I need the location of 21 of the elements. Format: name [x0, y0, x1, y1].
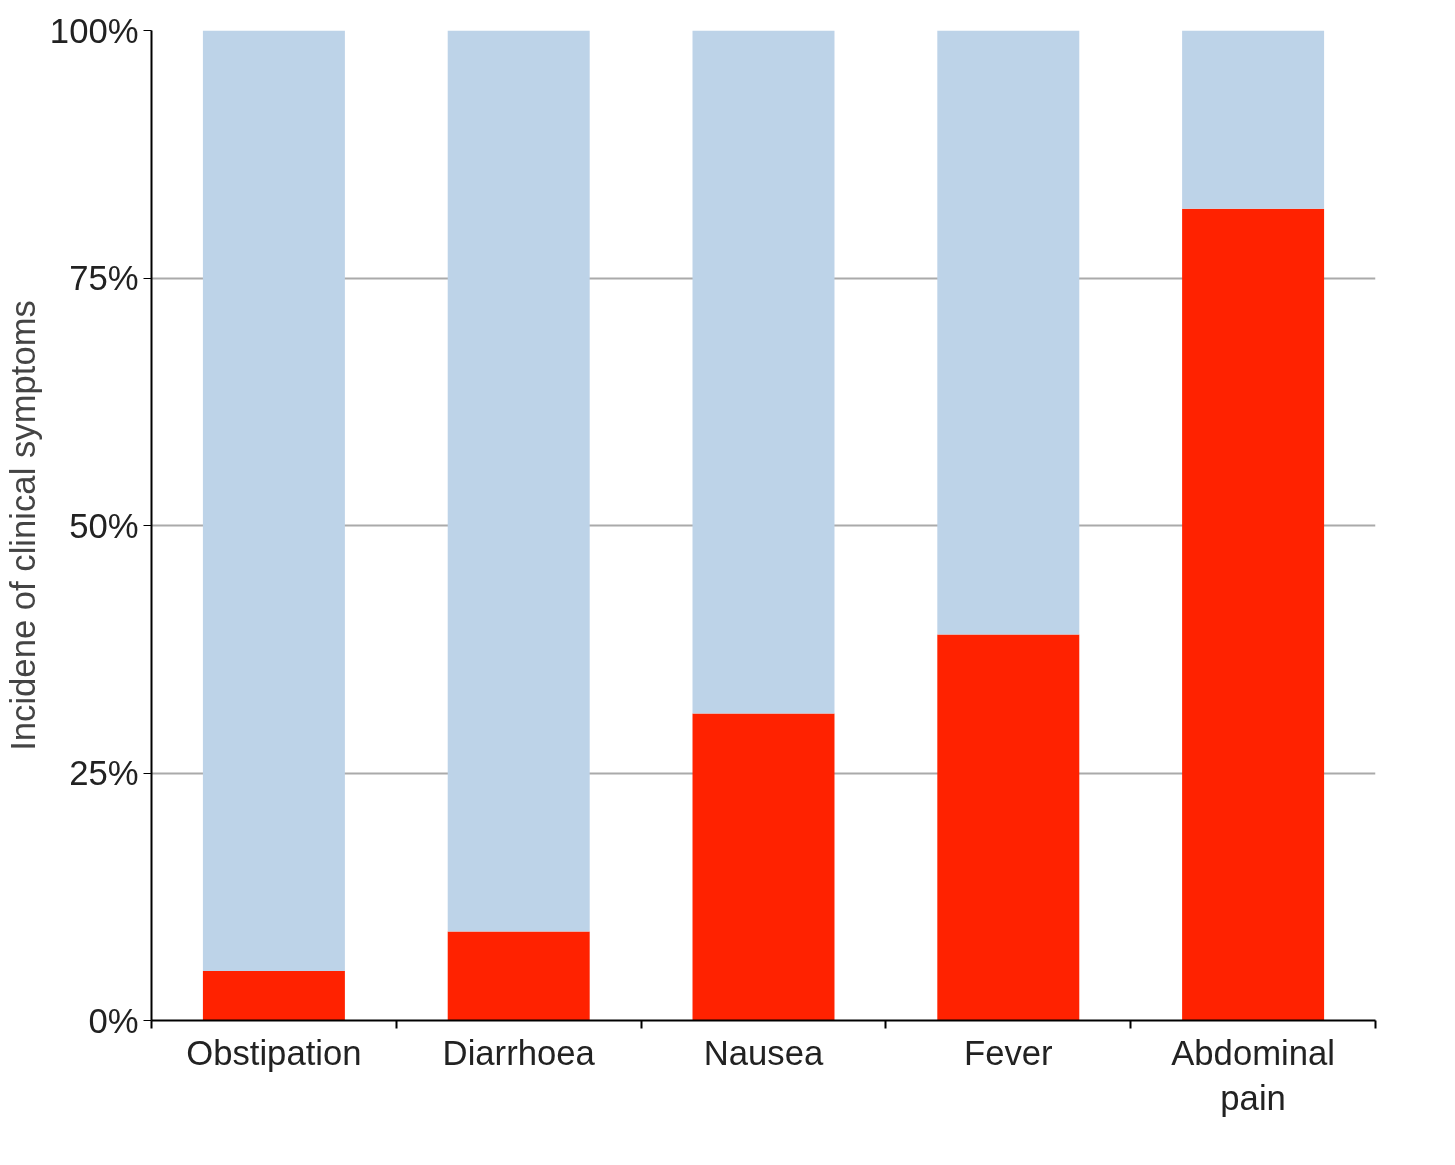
- x-tick-label: Obstipation: [186, 1033, 362, 1072]
- y-tick-label: 100%: [49, 11, 139, 50]
- y-axis-title: Incidene of clinical symptoms: [3, 300, 42, 751]
- bar: [202, 30, 345, 971]
- bar: [202, 971, 345, 1021]
- bar: [937, 30, 1080, 635]
- x-tick-label: Abdominal pain: [1171, 1033, 1335, 1118]
- bar: [1182, 208, 1325, 1021]
- x-tick-label: Fever: [964, 1033, 1053, 1072]
- x-tick-label: Nausea: [703, 1033, 824, 1072]
- x-tick-label: Diarrhoea: [442, 1033, 596, 1072]
- y-tick-label: 0%: [88, 1001, 139, 1040]
- bar: [447, 931, 590, 1021]
- bar: [1182, 30, 1325, 209]
- bar: [447, 30, 590, 932]
- bar: [937, 634, 1080, 1021]
- bar: [692, 713, 835, 1021]
- y-tick-label: 25%: [69, 754, 139, 792]
- bar: [692, 30, 835, 714]
- y-tick-label: 75%: [69, 259, 139, 297]
- y-tick-label: 50%: [69, 506, 139, 545]
